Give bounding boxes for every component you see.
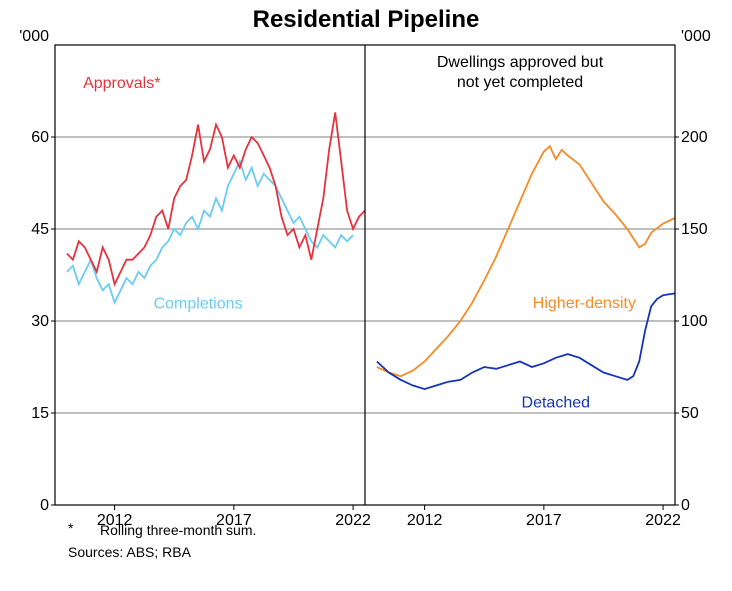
y-tick-right: 50 — [681, 405, 699, 422]
y-tick-left: 45 — [31, 221, 49, 238]
right-unit: '000 — [681, 28, 711, 45]
y-tick-left: 60 — [31, 129, 49, 146]
x-tick: 2017 — [526, 512, 562, 529]
sources-label: Sources: — [68, 544, 123, 560]
label-approvals: Approvals* — [83, 75, 160, 92]
x-tick: 2022 — [645, 512, 681, 529]
series-completions — [67, 162, 353, 303]
panel2-subtitle-1: Dwellings approved but — [437, 54, 604, 71]
y-tick-right: 100 — [681, 313, 708, 330]
y-tick-left: 0 — [40, 497, 49, 514]
footnote-text: Rolling three-month sum. — [100, 522, 256, 538]
sources-text: ABS; RBA — [126, 544, 191, 560]
panel2-subtitle-2: not yet completed — [457, 74, 583, 91]
y-tick-right: 150 — [681, 221, 708, 238]
y-tick-left: 15 — [31, 405, 49, 422]
y-tick-right: 0 — [681, 497, 690, 514]
label-completions: Completions — [154, 296, 243, 313]
label-detached: Detached — [522, 394, 591, 411]
label-higher-density: Higher-density — [533, 295, 636, 312]
series-higher-density — [377, 146, 675, 376]
footnote-marker: * — [68, 520, 73, 536]
chart-svg: 0153045600501001502002012201720222012201… — [0, 0, 732, 591]
chart-container: Residential Pipeline 0153045600501001502… — [0, 0, 732, 591]
left-unit: '000 — [19, 28, 49, 45]
x-tick: 2012 — [407, 512, 443, 529]
x-tick: 2022 — [335, 512, 371, 529]
sources: Sources: ABS; RBA — [68, 544, 191, 560]
y-tick-left: 30 — [31, 313, 49, 330]
y-tick-right: 200 — [681, 129, 708, 146]
